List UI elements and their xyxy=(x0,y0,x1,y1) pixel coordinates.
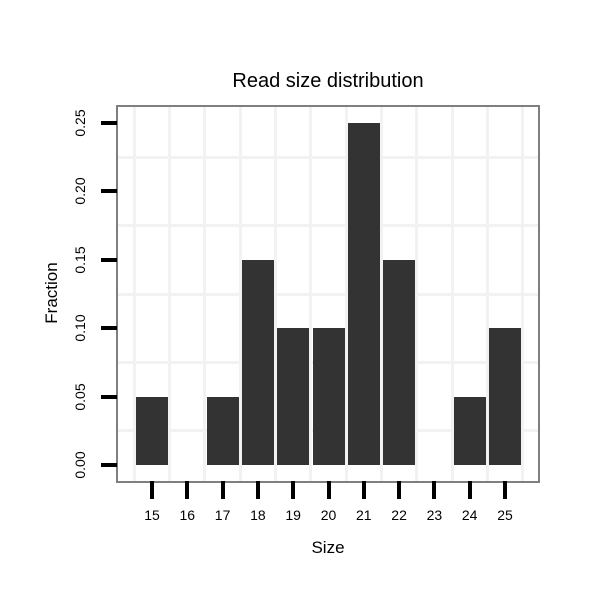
x-tick-label: 20 xyxy=(320,507,337,523)
y-tick xyxy=(101,463,117,467)
x-tick-label: 25 xyxy=(497,507,513,523)
chart-title: Read size distribution xyxy=(232,70,424,92)
bar-size-25 xyxy=(489,328,521,465)
x-tick xyxy=(432,481,437,499)
bar-size-21 xyxy=(347,123,380,465)
y-tick-label: 0.05 xyxy=(72,382,88,411)
minor-gridline-horizontal xyxy=(118,292,538,296)
bar-size-22 xyxy=(383,259,416,465)
x-tick xyxy=(291,481,296,499)
y-tick-label: 0.00 xyxy=(72,451,88,479)
plot-panel xyxy=(116,105,540,483)
x-tick xyxy=(255,481,260,499)
x-tick-label: 23 xyxy=(426,507,443,523)
x-tick-label: 17 xyxy=(214,507,231,523)
x-tick-label: 15 xyxy=(144,507,160,523)
x-tick-label: 24 xyxy=(461,507,478,523)
y-tick xyxy=(101,121,117,125)
y-tick xyxy=(101,189,117,194)
y-axis-title: Fraction xyxy=(42,262,61,324)
x-tick xyxy=(326,481,331,499)
x-tick xyxy=(150,481,154,499)
x-tick-label: 19 xyxy=(285,507,301,523)
bar-size-17 xyxy=(206,396,239,465)
y-tick xyxy=(101,394,117,399)
x-tick xyxy=(361,481,366,499)
y-tick xyxy=(101,326,117,331)
bar-size-18 xyxy=(241,259,274,465)
minor-gridline-horizontal xyxy=(118,155,538,159)
x-tick xyxy=(220,481,225,499)
x-tick-label: 16 xyxy=(179,507,196,523)
bar-size-24 xyxy=(453,396,486,465)
y-tick-label: 0.15 xyxy=(72,246,88,274)
x-tick xyxy=(503,481,507,499)
x-tick xyxy=(467,481,472,499)
x-tick-label: 22 xyxy=(391,507,407,523)
y-tick xyxy=(101,257,117,262)
x-tick xyxy=(397,481,402,499)
bar-size-19 xyxy=(277,328,310,465)
x-axis-title: Size xyxy=(311,538,345,557)
y-tick-label: 0.10 xyxy=(72,314,88,342)
y-tick-label: 0.25 xyxy=(72,109,88,137)
x-tick-label: 18 xyxy=(250,507,266,523)
x-tick-label: 21 xyxy=(356,507,372,523)
y-tick-label: 0.20 xyxy=(72,177,88,206)
bar-size-20 xyxy=(312,328,345,465)
x-tick xyxy=(185,481,190,499)
minor-gridline-horizontal xyxy=(118,224,538,228)
bar-size-15 xyxy=(136,396,168,465)
